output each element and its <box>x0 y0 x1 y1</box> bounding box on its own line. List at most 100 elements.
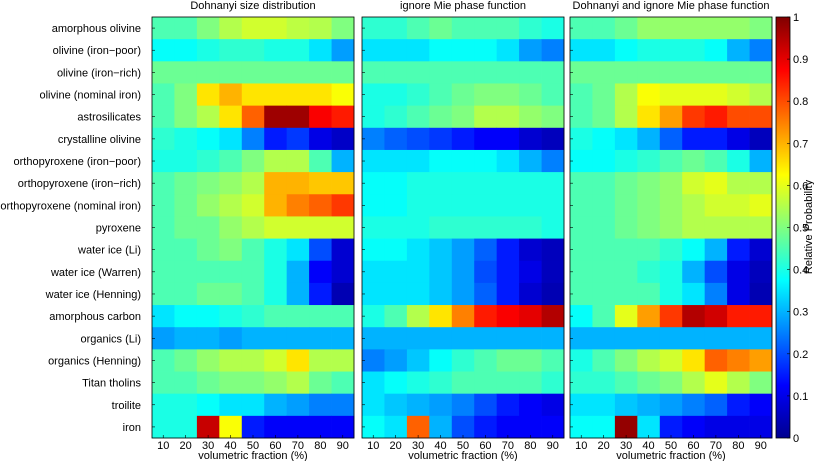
heatmap-cell <box>541 282 565 306</box>
heatmap-cell <box>541 172 565 195</box>
heatmap-cell <box>519 282 542 306</box>
heatmap-cell <box>429 105 453 129</box>
row-label: olivine (nominal iron) <box>40 90 142 102</box>
heatmap-cell <box>384 105 408 129</box>
heatmap-cell <box>474 194 498 217</box>
heatmap-cell <box>241 39 265 62</box>
heatmap-cell <box>704 415 728 439</box>
heatmap-cell <box>219 282 243 306</box>
colorbar-tick-label: 0.7 <box>793 138 808 150</box>
heatmap-cell <box>749 17 773 40</box>
heatmap-cell <box>384 216 408 239</box>
heatmap-cell <box>286 305 310 328</box>
heatmap-cell <box>286 39 310 62</box>
heatmap-cell <box>331 349 355 372</box>
heatmap-cell <box>152 260 175 284</box>
heatmap-cell <box>614 216 638 239</box>
heatmap-cell <box>309 327 332 350</box>
heatmap-cell <box>264 83 288 107</box>
heatmap-cell <box>152 349 175 372</box>
heatmap-cell <box>637 415 661 439</box>
heatmap-cell <box>749 172 773 195</box>
heatmap-cell <box>196 238 220 262</box>
heatmap-cell <box>704 39 728 62</box>
heatmap-cell <box>286 17 310 40</box>
heatmap-cell <box>704 17 728 40</box>
heatmap-cell <box>637 39 661 62</box>
heatmap-cell <box>541 17 565 40</box>
heatmap-cell <box>331 327 355 350</box>
heatmap-cell <box>637 305 661 328</box>
heatmap-cell <box>406 415 430 439</box>
row-label: olivine (iron−poor) <box>53 45 141 57</box>
heatmap-cell <box>309 17 332 40</box>
heatmap-cell <box>429 238 453 262</box>
x-axis-label: volumetric fraction (%) <box>198 450 307 461</box>
heatmap-cell <box>384 371 408 395</box>
heatmap-cell <box>196 83 220 107</box>
heatmap-cell <box>704 61 728 84</box>
heatmap-cell <box>286 149 310 173</box>
heatmap-cell <box>682 194 706 217</box>
heatmap-cell <box>592 83 616 107</box>
heatmap-cell <box>174 194 198 217</box>
heatmap-cell <box>362 172 385 195</box>
heatmap-cell <box>519 61 542 84</box>
heatmap-cell <box>264 415 288 439</box>
heatmap-cell <box>219 305 243 328</box>
heatmap-cell <box>429 260 453 284</box>
heatmap-cell <box>474 172 498 195</box>
heatmap-cell <box>362 83 385 107</box>
heatmap-cell <box>264 305 288 328</box>
heatmap-cell <box>749 238 773 262</box>
heatmap-cell <box>174 127 198 151</box>
heatmap-cell <box>570 349 593 372</box>
heatmap-cell <box>264 393 288 417</box>
row-label: amorphous olivine <box>52 23 141 35</box>
heatmap-cell <box>362 282 385 306</box>
colorbar-tick-label: 0.8 <box>793 96 808 108</box>
heatmap-cell <box>152 61 175 84</box>
heatmap-cell <box>384 172 408 195</box>
heatmap-cell <box>637 83 661 107</box>
heatmap-cell <box>727 393 750 417</box>
heatmap-cell <box>519 172 542 195</box>
heatmap-cell <box>152 194 175 217</box>
heatmap-cell <box>614 61 638 84</box>
heatmap-cell <box>637 216 661 239</box>
heatmap-cell <box>637 371 661 395</box>
heatmap-cell <box>474 305 498 328</box>
heatmap-cell <box>704 172 728 195</box>
heatmap-cell <box>362 305 385 328</box>
heatmap-cell <box>682 172 706 195</box>
heatmap-cell <box>451 371 475 395</box>
heatmap-cell <box>241 61 265 84</box>
heatmap-cell <box>592 127 616 151</box>
heatmap-cell <box>309 238 332 262</box>
heatmap-cell <box>519 415 542 439</box>
heatmap-cell <box>592 327 616 350</box>
heatmap-cell <box>682 260 706 284</box>
heatmap-cell <box>496 127 520 151</box>
heatmap-cell <box>592 61 616 84</box>
heatmap-cell <box>429 149 453 173</box>
heatmap-cell <box>406 39 430 62</box>
heatmap-cell <box>682 216 706 239</box>
heatmap-cell <box>309 194 332 217</box>
heatmap-cell <box>174 327 198 350</box>
heatmap-cell <box>614 260 638 284</box>
heatmap-cell <box>309 282 332 306</box>
heatmap-cell <box>174 83 198 107</box>
heatmap-cell <box>541 371 565 395</box>
heatmap-cell <box>727 305 750 328</box>
heatmap-cell <box>196 327 220 350</box>
heatmap-cell <box>309 216 332 239</box>
heatmap-cell <box>174 105 198 129</box>
colorbar-tick-label: 0.2 <box>793 349 808 361</box>
x-tick-label: 30 <box>620 440 632 452</box>
heatmap-cell <box>614 393 638 417</box>
heatmap-cell <box>174 238 198 262</box>
heatmap-cell <box>196 371 220 395</box>
heatmap-cell <box>451 105 475 129</box>
heatmap-cell <box>286 127 310 151</box>
